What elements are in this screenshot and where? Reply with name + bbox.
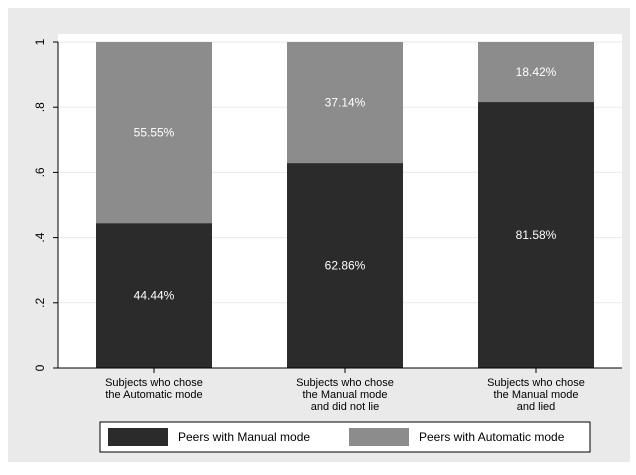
- bar-segment: [287, 42, 403, 164]
- x-tick-label: the Manual mode: [494, 389, 579, 401]
- legend-box: [99, 421, 591, 453]
- legend: Peers with Manual mode Peers with Automat…: [99, 421, 591, 453]
- bar-data-label: 18.42%: [516, 65, 557, 79]
- legend-swatch: [108, 428, 168, 446]
- y-tick-label: .2: [33, 297, 47, 307]
- bar-data-label: 81.58%: [516, 228, 557, 242]
- bars-group: [96, 42, 594, 369]
- x-tick-label: the Manual mode: [303, 389, 388, 401]
- bar-data-label: 37.14%: [325, 96, 366, 110]
- y-tick-label: 0: [33, 364, 47, 371]
- x-tick-label: and did not lie: [311, 401, 380, 413]
- bar-segment: [96, 42, 212, 224]
- y-tick-label: .4: [33, 232, 47, 242]
- x-tick-label: and lied: [517, 401, 556, 413]
- y-axis-ticks: 0 .2 .4 .6 .8 1: [33, 38, 58, 371]
- bar-segment: [478, 42, 594, 103]
- x-tick-label: the Automatic mode: [105, 389, 202, 401]
- x-tick-label: Subjects who chose: [487, 377, 585, 389]
- bar-data-label: 44.44%: [134, 289, 175, 303]
- legend-label: Peers with Manual mode: [178, 430, 310, 444]
- legend-swatch: [349, 428, 409, 446]
- bar-data-label: 62.86%: [325, 259, 366, 273]
- x-tick-label: Subjects who chose: [296, 377, 394, 389]
- y-tick-label: .8: [33, 102, 47, 112]
- bar-segment: [287, 163, 403, 368]
- y-tick-label: 1: [33, 38, 47, 45]
- bar-segment: [96, 223, 212, 368]
- x-tick-label: Subjects who chose: [105, 377, 203, 389]
- bar-segment: [478, 102, 594, 369]
- bar-data-label: 55.55%: [134, 126, 175, 140]
- legend-label: Peers with Automatic mode: [419, 430, 565, 444]
- y-tick-label: .6: [33, 167, 47, 177]
- bar-labels-group: 44.44% 55.55% 62.86% 37.14% 81.58% 18.42%: [134, 65, 557, 303]
